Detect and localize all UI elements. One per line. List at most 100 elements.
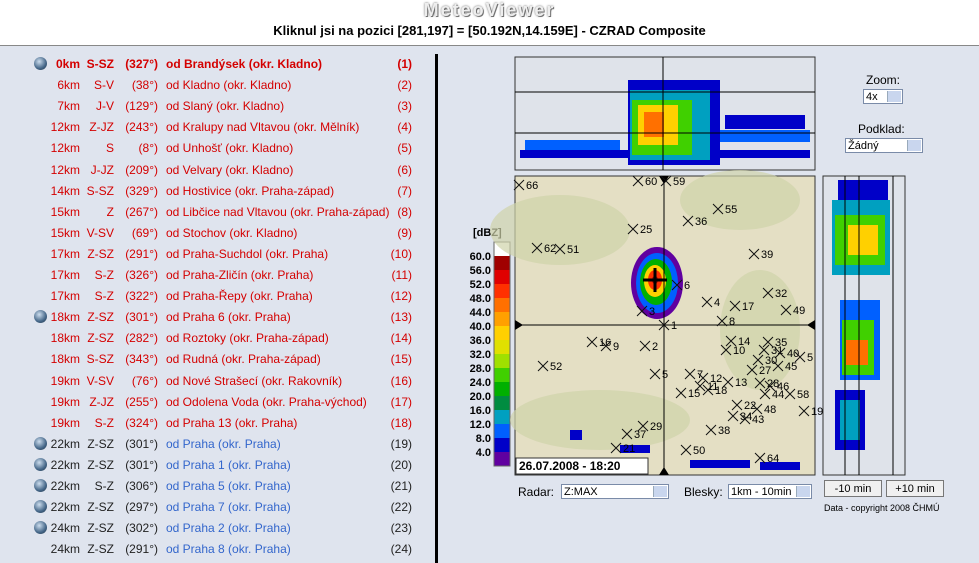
place-link[interactable]: od Praha (okr. Praha) (166, 436, 281, 451)
place-link[interactable]: od Roztoky (okr. Praha-západ) (166, 331, 329, 346)
lightning-mark (784, 388, 796, 400)
lightning-label: 35 (775, 337, 787, 349)
place-link[interactable]: od Kladno (okr. Kladno) (166, 78, 292, 93)
lightning-label: 14 (738, 336, 750, 348)
echo (525, 140, 620, 150)
place-link[interactable]: od Praha 1 (okr. Praha) (166, 457, 291, 472)
zoom-select[interactable]: 4x (863, 89, 903, 104)
scale-label: 28.0 (470, 363, 491, 375)
lightning-mark (632, 175, 644, 187)
direction: Z-SZ (87, 457, 114, 472)
row-index: (6) (397, 162, 412, 177)
bearing: (209°) (125, 162, 158, 177)
distance: 18km (50, 310, 80, 325)
place-link[interactable]: od Kralupy nad Vltavou (okr. Mělník) (166, 120, 360, 135)
lightning-label: 1 (671, 320, 677, 332)
direction: Z-SZ (87, 542, 114, 557)
bearing: (8°) (138, 141, 158, 156)
bearing: (129°) (125, 99, 158, 114)
lightning-label: 51 (567, 244, 579, 256)
distance: 15km (50, 225, 80, 240)
lightning-mark (636, 305, 648, 317)
place-link[interactable]: od Hostivice (okr. Praha-západ) (166, 183, 335, 198)
row-index: (4) (397, 120, 412, 135)
lightning-mark (758, 344, 770, 356)
direction: V-SV (86, 225, 114, 240)
lightning-mark (759, 388, 771, 400)
row-index: (1) (397, 57, 412, 71)
place-link[interactable]: od Odolena Voda (okr. Praha-východ) (166, 394, 367, 409)
bearing: (297°) (125, 500, 158, 515)
lightning-mark (637, 420, 649, 432)
background-select[interactable]: Žádný (845, 138, 923, 153)
lightning-mark (702, 384, 714, 396)
bearing: (326°) (125, 268, 158, 282)
place-link[interactable]: od Praha 8 (okr. Praha) (166, 542, 291, 557)
lightning-mark (537, 360, 549, 372)
bearing: (301°) (125, 310, 158, 325)
radar-label: Radar: (518, 485, 555, 499)
lightning-mark (658, 319, 670, 331)
lightning-label: 34 (740, 411, 752, 423)
zoom-label: Zoom: (866, 73, 901, 87)
place-link[interactable]: od Slaný (okr. Kladno) (166, 99, 285, 114)
globe-icon (34, 521, 47, 535)
place-link[interactable]: od Praha 13 (okr. Praha) (166, 415, 298, 430)
globe-icon (34, 436, 47, 450)
lightning-mark (798, 405, 810, 417)
forward-button[interactable]: +10 min (886, 480, 944, 497)
scale-cell (494, 452, 510, 466)
lightning-label: 8 (729, 316, 735, 328)
place-link[interactable]: od Praha 6 (okr. Praha) (166, 310, 291, 325)
place-link[interactable]: od Praha-Řepy (okr. Praha) (166, 289, 313, 304)
scale-cell (494, 256, 510, 270)
lightning-mark (712, 203, 724, 215)
row-index: (17) (390, 394, 412, 409)
place-link[interactable]: od Velvary (okr. Kladno) (166, 162, 294, 177)
lightning-label: 60 (645, 176, 657, 188)
direction: S-Z (94, 268, 114, 282)
lightning-mark (748, 248, 760, 260)
lightning-label: 45 (785, 361, 797, 373)
place-link[interactable]: od Rudná (okr. Praha-západ) (166, 352, 321, 367)
place-link[interactable]: od Brandýsek (okr. Kladno) (166, 57, 323, 71)
place-link[interactable]: od Praha 2 (okr. Praha) (166, 521, 291, 536)
radar-select[interactable]: Z:MAX (561, 484, 669, 499)
echo (644, 112, 664, 137)
direction: Z (106, 204, 114, 219)
lightning-label: 3 (649, 306, 655, 318)
place-link[interactable]: od Nové Strašecí (okr. Rakovník) (166, 373, 343, 388)
place-link[interactable]: od Praha-Suchdol (okr. Praha) (166, 246, 329, 261)
lightning-mark (764, 380, 776, 392)
place-link[interactable]: od Praha-Zličín (okr. Praha) (166, 268, 314, 282)
place-row: 0km S-SZ (327°) od Brandýsek (okr. Kladno) (… (0, 54, 430, 74)
distance: 19km (50, 373, 80, 388)
position-info: Kliknul jsi na pozici [281,197] = [50.19… (273, 23, 706, 38)
lightning-label: 10 (733, 345, 745, 357)
lightning-select[interactable]: 1km - 10min (728, 484, 812, 499)
timestamp: 26.07.2008 - 18:20 (519, 459, 621, 473)
scale-label: 48.0 (470, 293, 491, 305)
place-link[interactable]: od Praha 7 (okr. Praha) (166, 500, 291, 515)
lightning-mark (697, 372, 709, 384)
lightning-label: 18 (715, 385, 727, 397)
direction: S (105, 141, 114, 156)
direction: J-JZ (90, 162, 114, 177)
place-link[interactable]: od Unhošť (okr. Kladno) (166, 141, 294, 156)
place-row: 12km S (8°) od Unhošť (okr. Kladno) (5) (0, 138, 430, 158)
distance: 19km (50, 415, 80, 430)
direction: S-SZ (86, 183, 114, 198)
place-link[interactable]: od Praha 5 (okr. Praha) (166, 479, 291, 493)
scale-label: 16.0 (470, 405, 491, 417)
lightning-mark (727, 410, 739, 422)
place-link[interactable]: od Stochov (okr. Kladno) (166, 225, 298, 240)
direction: S-SZ (86, 57, 114, 71)
direction: Z-SZ (87, 246, 114, 261)
lightning-mark (725, 335, 737, 347)
place-link[interactable]: od Libčice nad Vltavou (okr. Praha-západ… (166, 204, 390, 219)
lightning-mark (772, 360, 784, 372)
back-button[interactable]: -10 min (824, 480, 882, 497)
lightning-label: 4 (714, 297, 720, 309)
terrain (490, 195, 630, 265)
row-index: (14) (390, 331, 412, 346)
